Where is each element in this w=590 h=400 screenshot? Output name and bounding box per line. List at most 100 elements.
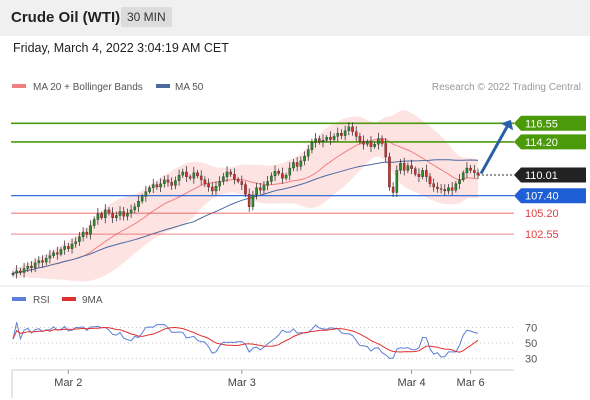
candle	[188, 174, 192, 181]
candle	[140, 193, 144, 204]
candle	[310, 138, 314, 154]
candle	[26, 262, 30, 273]
candle	[365, 139, 369, 147]
candle	[111, 207, 114, 223]
candle	[159, 178, 162, 192]
candle	[439, 183, 443, 194]
level-badge-116.55	[514, 115, 586, 131]
candle	[41, 255, 44, 268]
rsi-ma-legend-swatch	[62, 297, 76, 301]
candle	[436, 182, 439, 193]
candle	[391, 182, 395, 197]
level-label-116.55: 116.55	[525, 118, 558, 130]
candle	[81, 227, 85, 242]
date-line: Friday, March 4, 2022 3:04:19 AM CET	[13, 41, 229, 55]
candle	[59, 247, 63, 257]
forecast-arrow-shaft	[479, 126, 509, 175]
candle	[233, 168, 236, 185]
candle	[377, 132, 380, 150]
candle	[273, 165, 277, 182]
candle	[277, 168, 281, 176]
candle	[48, 250, 52, 264]
x-axis: Mar 2 Mar 3 Mar 4 Mar 6	[54, 370, 485, 389]
candle	[185, 166, 188, 182]
candle	[22, 262, 26, 278]
candle	[67, 242, 70, 252]
candle	[70, 238, 74, 254]
candle	[402, 157, 406, 176]
candle	[30, 260, 33, 273]
candle	[44, 254, 48, 266]
forecast-arrow-head	[500, 119, 514, 131]
candle	[380, 135, 384, 147]
candle	[340, 129, 343, 140]
level-label-105.20: 105.20	[525, 208, 559, 220]
candle	[85, 228, 89, 239]
candle	[144, 185, 148, 202]
candle	[369, 135, 373, 152]
candle	[126, 208, 129, 221]
candle	[229, 169, 233, 177]
x-tick-label: Mar 4	[398, 377, 426, 389]
candle	[96, 208, 100, 225]
candle	[262, 181, 266, 195]
rsi-legend-swatch	[12, 297, 26, 301]
candle	[469, 164, 472, 174]
candle	[266, 176, 269, 191]
header-bar: Crude Oil (WTI) 30 MIN	[0, 0, 590, 36]
candle	[92, 216, 96, 229]
candle	[450, 182, 454, 196]
candle	[37, 256, 41, 267]
timeframe-button[interactable]: 30 MIN	[121, 7, 172, 27]
candle	[299, 156, 303, 171]
candle	[332, 133, 336, 143]
candle	[417, 168, 421, 183]
x-tick-label: Mar 2	[54, 377, 82, 389]
candle	[303, 151, 306, 166]
candle	[255, 182, 258, 200]
candle	[384, 137, 388, 162]
candle	[270, 172, 273, 185]
candle	[63, 240, 66, 255]
candle	[458, 173, 461, 190]
candle	[399, 159, 402, 175]
candle	[203, 176, 207, 188]
candle	[373, 141, 376, 149]
candle	[181, 168, 185, 179]
candle	[321, 134, 325, 148]
candle	[118, 206, 122, 221]
ma50-legend-swatch	[156, 84, 170, 88]
candle	[11, 271, 15, 277]
candle	[89, 220, 92, 240]
candle	[325, 135, 328, 143]
ma20-legend-swatch	[12, 84, 26, 88]
candle	[421, 167, 424, 180]
candle	[358, 132, 362, 145]
rsi-line	[12, 322, 479, 359]
candle	[258, 182, 262, 195]
candle	[351, 122, 354, 136]
candle	[281, 167, 284, 184]
candle	[447, 184, 450, 195]
candle	[410, 159, 413, 175]
candle	[199, 170, 203, 186]
level-label-102.55: 102.55	[525, 229, 559, 241]
candle	[425, 164, 428, 182]
candle	[443, 184, 447, 196]
level-badge-114.20	[514, 134, 586, 150]
candle	[222, 172, 225, 185]
candle	[74, 237, 78, 248]
candle	[240, 175, 244, 190]
candle	[362, 135, 365, 150]
rsi-ma-line	[12, 326, 479, 353]
candle	[406, 162, 410, 174]
candle	[476, 168, 480, 179]
candle	[163, 175, 166, 188]
candle	[473, 164, 476, 178]
copyright-text: Research © 2022 Trading Central	[432, 82, 581, 93]
candle	[103, 204, 107, 224]
price-levels: 116.55 114.20 110.01 107.40 105.20 102.55	[11, 115, 586, 241]
candle	[19, 267, 22, 276]
candle	[166, 174, 170, 187]
